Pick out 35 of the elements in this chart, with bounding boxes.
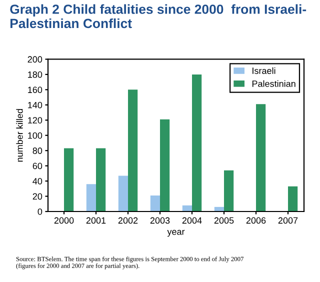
bar: [288, 186, 298, 212]
y-tick-label: 140: [28, 102, 42, 108]
legend-label: Israeli: [252, 67, 276, 74]
x-tick-label: 2002: [118, 217, 138, 224]
bar: [86, 184, 96, 212]
legend-label: Palestinian: [252, 80, 296, 87]
x-tick-label: 2007: [278, 217, 298, 224]
bar: [160, 119, 170, 212]
y-tick-label: 80: [32, 148, 42, 154]
x-tick-label: 2003: [150, 217, 170, 224]
y-tick-label: 60: [32, 162, 42, 170]
x-tick-label: 2005: [214, 217, 234, 224]
y-tick-label: 100: [28, 132, 42, 139]
y-tick-label: 0: [38, 208, 42, 215]
x-tick-label: 2004: [182, 217, 202, 224]
bar: [224, 170, 234, 212]
y-tick-label: 160: [28, 86, 42, 94]
y-tick-label: 20: [32, 193, 42, 200]
bar: [256, 104, 266, 212]
y-axis-title: number killed: [16, 109, 23, 162]
x-tick-label: 2006: [246, 217, 266, 224]
x-tick-label: 2000: [54, 217, 74, 224]
y-tick-label: 40: [32, 178, 42, 184]
bar: [192, 74, 202, 212]
y-tick-label: 200: [28, 56, 42, 63]
y-tick-label: 180: [28, 71, 42, 78]
bar: [64, 148, 74, 212]
bar: [150, 196, 160, 212]
chart-title: Graph 2 Child fatalities since 2000 from Israeli- Palestinian Conflict: [10, 4, 306, 28]
bar: [118, 176, 128, 212]
x-tick-label: 2001: [86, 217, 106, 224]
bar: [128, 90, 138, 212]
y-tick-label: 120: [28, 117, 42, 124]
x-axis-title: year: [167, 230, 185, 237]
bar: [96, 148, 106, 212]
